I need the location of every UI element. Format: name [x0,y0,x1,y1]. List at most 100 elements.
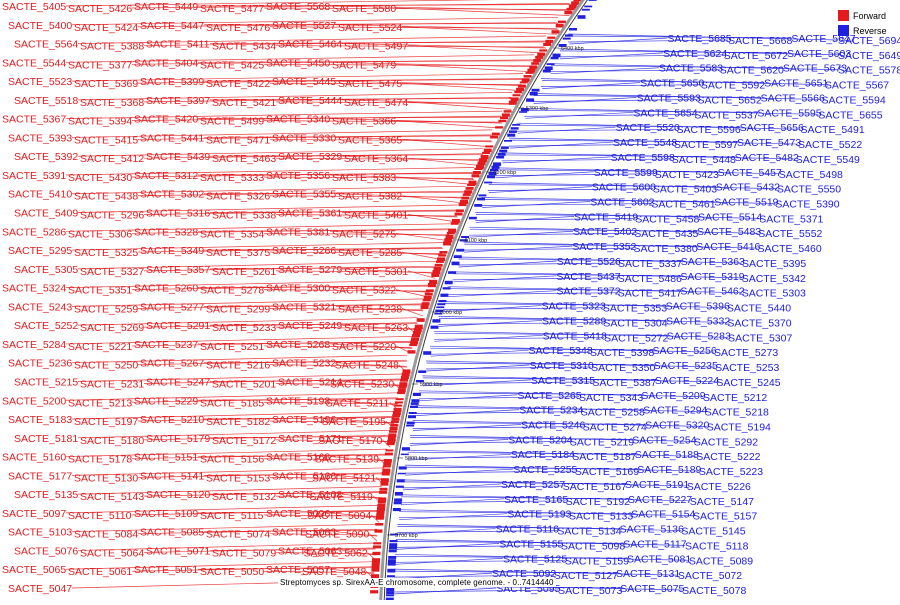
gene-label: SACTE_5319 [680,271,744,283]
leader-line [341,381,403,387]
gene-label: SACTE_5652 [698,95,762,107]
forward-feature [424,292,433,296]
leader-line [65,110,503,119]
leader-line [453,275,557,283]
gene-label: SACTE_5115 [200,510,264,522]
leader-line [77,260,436,270]
scale-tick-label: 6300 kbp [526,106,549,112]
leader-line [395,176,474,185]
gene-label: SACTE_5258 [581,407,645,419]
forward-feature [372,558,380,563]
leader-line [495,171,594,179]
gene-label: SACTE_5259 [74,303,138,315]
leader-line [209,210,458,213]
leader-line [419,394,518,402]
gene-label: SACTE_5647 [791,33,855,45]
reverse-feature [499,149,508,153]
forward-feature [500,116,509,120]
leader-line [407,453,511,461]
gene-label: SACTE_5673 [783,63,847,75]
gene-label: SACTE_5197 [74,416,138,428]
forward-feature [383,462,392,466]
leader-line [77,429,391,439]
forward-feature [519,81,528,84]
gene-label: SACTE_5447 [140,20,204,32]
gene-label: SACTE_5650 [640,78,704,90]
forward-feature [461,196,470,200]
reverse-feature [569,28,577,31]
leader-line [407,45,545,54]
legend-label-forward: Forward [853,10,887,21]
gene-label: SACTE_5135 [14,489,78,501]
leader-line [209,323,418,326]
leader-line [71,129,493,138]
forward-feature [485,145,494,148]
forward-feature [390,423,399,427]
gene-label: SACTE_5267 [140,358,204,370]
leader-line [395,7,570,16]
gene-label: SACTE_5580 [332,3,396,15]
forward-feature [435,260,444,263]
gene-label: SACTE_5090 [305,529,369,541]
gene-label: SACTE_5238 [338,303,402,315]
reverse-feature [552,53,561,58]
forward-feature [380,478,389,483]
leader-line [508,137,798,145]
leader-line [203,135,493,138]
leader-line [568,39,729,43]
forward-feature [379,487,388,491]
reverse-feature [512,124,521,126]
gene-label: SACTE_5284 [2,339,66,351]
gene-label: SACTE_5178 [68,454,132,466]
leader-line [568,33,839,41]
leader-line [482,201,591,208]
reverse-feature [497,152,506,156]
leader-line [381,439,391,448]
leader-line [469,230,574,238]
forward-feature [446,231,455,235]
gene-label: SACTE_5257 [501,479,565,491]
leader-line [393,589,559,593]
forward-feature [432,270,441,275]
gene-label: SACTE_5134 [557,526,621,538]
reverse-feature [408,415,416,419]
forward-feature [527,68,536,73]
leader-line [329,5,571,11]
gene-label: SACTE_5328 [134,226,198,238]
leader-line [452,271,742,279]
gene-label: SACTE_5078 [682,585,746,597]
gene-label: SACTE_5387 [592,377,656,389]
leader-line [395,63,534,73]
gene-label: SACTE_5157 [693,511,757,523]
gene-label: SACTE_5333 [200,172,264,184]
gene-label: SACTE_5155 [499,538,563,550]
leader-line [65,54,535,63]
gene-label: SACTE_5224 [655,375,719,387]
leader-line [475,212,760,219]
leader-line [275,439,391,442]
gene-label: SACTE_5223 [699,466,763,478]
reverse-feature [423,351,432,355]
gene-label: SACTE_5166 [272,470,336,482]
reverse-feature [456,248,465,252]
gene-label: SACTE_5440 [727,303,791,315]
leader-line [335,475,385,481]
leader-line [540,84,701,87]
forward-feature [379,491,387,494]
gene-label: SACTE_5251 [200,341,264,353]
gene-label: SACTE_5381 [266,226,330,238]
forward-feature [407,350,416,354]
gene-label: SACTE_5600 [592,182,656,194]
forward-feature [390,420,399,423]
gene-label: SACTE_5350 [591,362,655,374]
reverse-feature [550,56,559,60]
forward-feature [510,97,519,102]
gene-label: SACTE_5486 [618,273,682,285]
gene-label: SACTE_5132 [212,491,276,503]
leader-line [394,559,565,563]
gene-label: SACTE_5200 [2,395,66,407]
leader-line [434,334,543,342]
leader-line [65,505,380,514]
gene-label: SACTE_5292 [694,436,758,448]
gene-label: SACTE_5131 [616,568,680,580]
